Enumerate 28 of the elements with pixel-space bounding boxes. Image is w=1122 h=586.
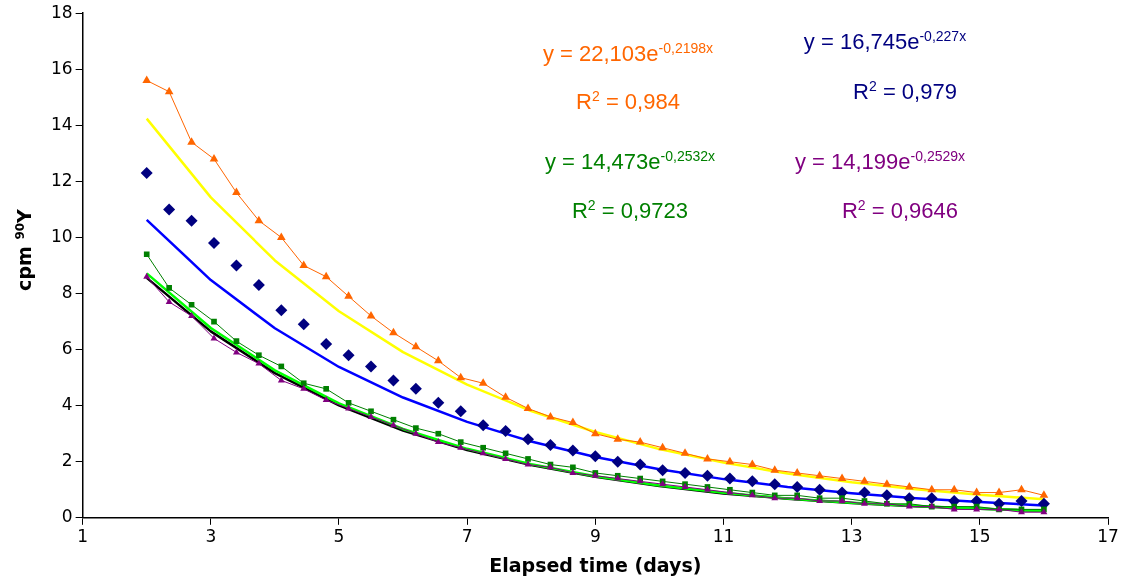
x-tick-label: 17: [1097, 526, 1119, 547]
y-tick-label: 10: [50, 225, 73, 246]
x-axis-title: Elapsed time (days): [489, 553, 702, 576]
y-tick-label: 8: [61, 281, 73, 302]
x-tick-label: 7: [461, 526, 473, 547]
x-tick-label: 15: [969, 526, 991, 547]
annotation: R$^{2}$ = 0,9646: [841, 197, 959, 225]
annotation: y = 22,103e$^{-0,2198x}$: [542, 40, 714, 68]
x-tick-label: 3: [205, 526, 217, 547]
x-tick-label: 9: [589, 526, 601, 547]
y-tick-label: 16: [50, 57, 73, 78]
annotation: y = 14,199e$^{-0,2529x}$: [794, 148, 966, 176]
annotation: y = 16,745e$^{-0,227x}$: [803, 28, 967, 56]
x-tick-label: 13: [840, 526, 863, 547]
y-tick-label: 0: [61, 506, 73, 527]
annotation: R$^{2}$ = 0,9723: [571, 197, 689, 225]
annotation: R$^{2}$ = 0,979: [853, 78, 957, 106]
y-tick-label: 14: [50, 113, 73, 134]
y-tick-label: 4: [61, 394, 73, 415]
x-tick-label: 5: [333, 526, 345, 547]
y-tick-label: 12: [50, 169, 73, 190]
annotation: y = 14,473e$^{-0,2532x}$: [544, 148, 716, 176]
y-tick-label: 18: [50, 1, 73, 22]
x-tick-label: 11: [712, 526, 735, 547]
annotation: R$^{2}$ = 0,984: [576, 88, 680, 116]
y-tick-label: 2: [61, 450, 73, 471]
y-tick-label: 6: [61, 338, 73, 359]
x-tick-label: 1: [77, 526, 89, 547]
